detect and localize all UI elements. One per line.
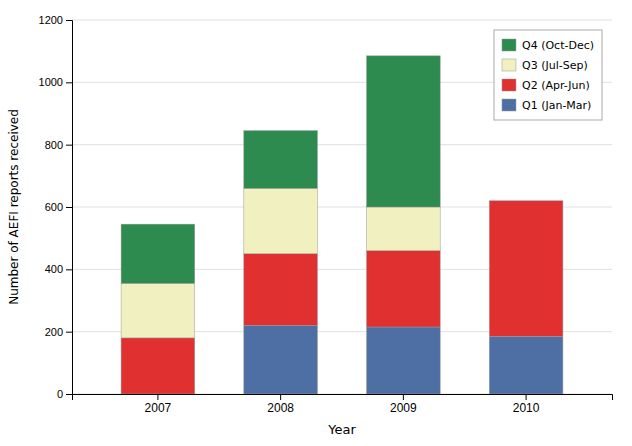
grid-line	[72, 20, 612, 21]
x-tick-label: 2009	[390, 401, 417, 415]
legend-item: Q4 (Oct-Dec)	[502, 39, 594, 52]
legend-label: Q4 (Oct-Dec)	[522, 39, 594, 52]
legend-swatch	[502, 39, 516, 51]
x-tick: 2009	[390, 394, 417, 415]
legend: Q4 (Oct-Dec) Q3 (Jul-Sep) Q2 (Apr-Jun) Q1 (…	[494, 30, 602, 120]
y-tick: 400	[45, 263, 72, 275]
y-tick: 600	[45, 201, 72, 213]
y-tick-mark	[66, 207, 72, 208]
y-tick-mark	[66, 332, 72, 333]
x-tick-label: 2008	[267, 401, 294, 415]
bar	[121, 338, 195, 394]
y-tick-mark	[66, 82, 72, 83]
chart: 2007 2008 2009 2010 0 200 400 600 800 1000 1200 Q4 …	[0, 0, 632, 446]
axis-line	[73, 395, 613, 401]
series	[121, 188, 440, 338]
bar	[367, 251, 441, 327]
y-tick: 200	[45, 326, 72, 338]
grid	[72, 20, 612, 394]
y-tick-label: 400	[45, 263, 63, 275]
y-tick: 1200	[39, 14, 72, 26]
y-tick-label: 1200	[39, 14, 63, 26]
x-tick-mark	[526, 394, 527, 400]
legend-label: Q2 (Apr-Jun)	[522, 79, 590, 92]
y-tick-label: 800	[45, 139, 63, 151]
bar	[489, 200, 563, 201]
legend-item: Q3 (Jul-Sep)	[502, 59, 588, 72]
bar	[489, 336, 563, 394]
y-tick: 1000	[39, 76, 72, 88]
bar	[489, 200, 563, 201]
y-tick-label: 0	[57, 388, 63, 400]
x-tick-label: 2010	[513, 401, 540, 415]
grid-line	[72, 144, 612, 145]
x-tick: 2010	[513, 394, 540, 415]
legend-label: Q3 (Jul-Sep)	[522, 59, 588, 72]
x-axis-title: Year	[327, 422, 356, 437]
y-tick-label: 200	[45, 326, 63, 338]
legend-swatch	[502, 99, 516, 111]
y-tick-mark	[66, 394, 72, 395]
y-tick-mark	[66, 20, 72, 21]
x-tick: 2008	[267, 394, 294, 415]
bar	[121, 224, 195, 283]
legend-swatch	[502, 79, 516, 91]
bar	[367, 56, 441, 207]
bar	[489, 201, 563, 337]
axis-line	[66, 21, 73, 395]
x-tick-mark	[157, 394, 158, 400]
y-axis-title: Number of AEFI reports received	[7, 109, 21, 305]
legend-swatch	[502, 59, 516, 71]
bar	[367, 327, 441, 394]
plot: 2007 2008 2009 2010 0 200 400 600 800 1000 1200 Q4 …	[39, 14, 613, 415]
x-axis: 2007 2008 2009 2010	[73, 394, 613, 415]
bar	[244, 325, 318, 394]
legend-label: Q1 (Jan-Mar)	[522, 99, 591, 112]
bar	[121, 283, 195, 338]
x-tick-label: 2007	[145, 401, 172, 415]
x-tick-mark	[280, 394, 281, 400]
x-tick-mark	[403, 394, 404, 400]
bar	[244, 254, 318, 326]
legend-item: Q2 (Apr-Jun)	[502, 79, 590, 92]
bar	[244, 188, 318, 253]
bar	[244, 131, 318, 189]
y-tick: 800	[45, 139, 72, 151]
y-tick-label: 600	[45, 201, 63, 213]
bar	[367, 207, 441, 251]
legend-item: Q1 (Jan-Mar)	[502, 99, 591, 112]
y-tick-mark	[66, 269, 72, 270]
x-tick: 2007	[145, 394, 172, 415]
series	[121, 56, 440, 284]
y-tick-label: 1000	[39, 76, 63, 88]
y-tick: 0	[57, 388, 72, 400]
y-tick-mark	[66, 145, 72, 146]
y-axis: 0 200 400 600 800 1000 1200	[39, 14, 73, 400]
series	[121, 201, 563, 394]
legend-box	[494, 30, 602, 120]
